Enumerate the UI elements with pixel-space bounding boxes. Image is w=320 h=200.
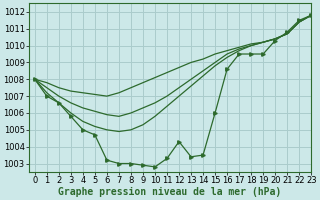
X-axis label: Graphe pression niveau de la mer (hPa): Graphe pression niveau de la mer (hPa) (58, 186, 282, 197)
